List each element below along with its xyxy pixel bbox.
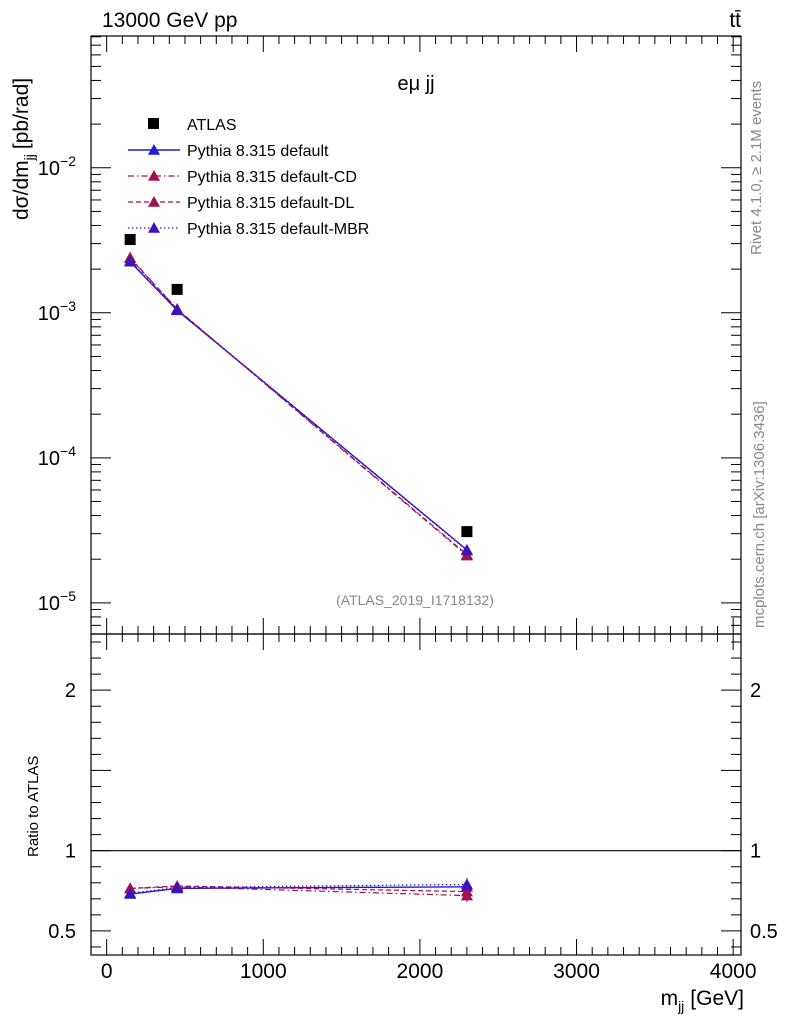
atlas-data-marker xyxy=(461,526,473,538)
ratio-line xyxy=(130,883,467,894)
series-line xyxy=(129,261,468,551)
svg-text:dσ/dmjj[pb/rad]: dσ/dmjj [pb/rad] xyxy=(10,78,37,220)
legend-marker-sample xyxy=(148,144,160,155)
y-tick-label-ratio-right: 1 xyxy=(750,841,761,863)
axis-tick-labels: 0 1000 2000 3000 4000 10−2 10−3 10−4 10−5 0.5 0.5 1… xyxy=(38,153,778,983)
series-line xyxy=(129,257,468,556)
atlas-data-marker xyxy=(124,234,136,246)
analysis-id-label: (ATLAS_2019_I1718132) xyxy=(336,592,494,608)
y-tick-label-ratio: 2 xyxy=(65,680,76,702)
legend-label-default: Pythia 8.315 default xyxy=(187,143,329,160)
ratio-line xyxy=(130,886,467,897)
beam-label: 13000 GeV pp xyxy=(102,9,237,32)
y-title-sub: jj xyxy=(21,154,37,161)
y-tick-label-ratio: 1 xyxy=(65,841,76,863)
legend-label-mbr: Pythia 8.315 default-MBR xyxy=(187,221,369,238)
x-tick-label: 1000 xyxy=(240,960,287,983)
atlas-data-points xyxy=(124,234,473,538)
series-marker xyxy=(460,544,473,556)
source-label: mcplots.cern.ch [arXiv:1306.3436] xyxy=(751,401,768,628)
y-tick-label-top: 10−3 xyxy=(38,298,76,325)
ratio-panel-frame xyxy=(90,633,742,956)
series-marker xyxy=(171,303,184,315)
ratio-marker xyxy=(460,885,473,897)
y-tick-label-ratio-right: 0.5 xyxy=(750,921,778,943)
y-title-main: dσ/dm xyxy=(10,160,33,220)
legend-marker-sample xyxy=(148,196,160,207)
x-axis-title: mjj [GeV] xyxy=(661,987,744,1014)
rivet-version-label: Rivet 4.1.0, ≥ 2.1M events xyxy=(748,81,765,255)
y-tick-label-top: 10−2 xyxy=(38,153,76,180)
x-tick-label: 2000 xyxy=(397,960,444,983)
atlas-data-marker xyxy=(171,283,183,295)
series-marker xyxy=(124,254,137,266)
y-tick-label-top: 10−5 xyxy=(38,588,76,615)
channel-label: eμ jj xyxy=(397,73,434,95)
ratio-marker xyxy=(171,881,184,893)
legend-marker-sample xyxy=(148,222,160,233)
y-axis-title-top: dσ/dmjj [pb/rad] xyxy=(10,78,37,220)
y-title-unit: [pb/rad] xyxy=(10,78,33,149)
x-tick-label: 3000 xyxy=(553,960,600,983)
x-tick-label: 4000 xyxy=(710,960,757,983)
legend: ATLAS Pythia 8.315 default Pythia 8.315 … xyxy=(128,117,369,238)
ratio-marker xyxy=(460,878,473,890)
x-title-main: m xyxy=(661,987,679,1010)
ratio-marker xyxy=(124,887,137,899)
legend-label-cd: Pythia 8.315 default-CD xyxy=(187,169,357,186)
y-tick-label-top: 10−4 xyxy=(38,443,76,470)
legend-label-dl: Pythia 8.315 default-DL xyxy=(187,195,354,212)
y-tick-label-ratio-right: 2 xyxy=(750,680,761,702)
y-axis-title-ratio: Ratio to ATLAS xyxy=(25,756,42,857)
legend-marker-sample xyxy=(148,170,160,181)
process-label: tt̄ xyxy=(729,9,741,32)
legend-atlas-marker xyxy=(148,118,159,129)
ratio-series-group xyxy=(124,877,473,903)
series-line xyxy=(129,260,468,551)
x-title-sub: jj xyxy=(677,998,684,1014)
axis-ticks xyxy=(90,36,741,955)
y-tick-label-ratio: 0.5 xyxy=(48,921,76,943)
legend-atlas-label: ATLAS xyxy=(187,117,237,134)
ratio-line xyxy=(130,885,467,893)
series-line xyxy=(129,257,468,556)
main-series-group xyxy=(124,251,473,561)
x-tick-label: 0 xyxy=(101,960,113,983)
x-title-unit: [GeV] xyxy=(690,987,744,1010)
